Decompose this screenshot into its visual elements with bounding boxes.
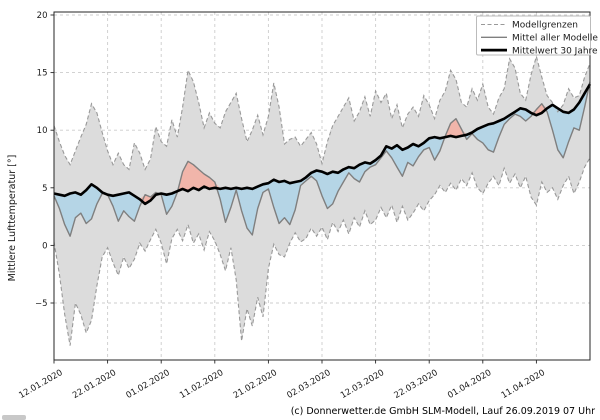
y-axis: 20 15 10 5 0 −5 xyxy=(35,11,54,309)
y-tick-label: 20 xyxy=(37,11,48,21)
y-tick-label: 0 xyxy=(42,241,47,251)
above-normal-fill xyxy=(54,81,590,204)
climate-mean-line xyxy=(53,83,592,206)
x-axis: 12.01.2020 22.01.2020 01.02.2020 11.02.2020… xyxy=(17,360,547,401)
x-tick-label: 22.03.2020 xyxy=(393,368,440,401)
legend-entry: Mittel aller Modelle xyxy=(481,34,598,44)
legend-entry: Mittelwert 30 Jahre xyxy=(481,46,598,56)
legend-label: Mittel aller Modelle xyxy=(512,34,598,44)
y-tick-label: 15 xyxy=(37,69,48,79)
model-range-upper-line xyxy=(53,54,591,171)
y-tick-label: 5 xyxy=(42,184,47,194)
x-tick-label: 11.04.2020 xyxy=(500,368,547,401)
y-axis-label: Mittlere Lufttemperatur [°] xyxy=(7,155,18,282)
x-tick-label: 12.01.2020 xyxy=(17,368,64,401)
x-tick-label: 01.04.2020 xyxy=(446,368,493,401)
x-tick-label: 01.02.2020 xyxy=(125,368,172,401)
legend-entry: Modellgrenzen xyxy=(481,21,578,31)
copyright-credit: (c) Donnerwetter.de GmbH SLM-Modell, Lau… xyxy=(290,406,595,417)
x-tick-label: 02.03.2020 xyxy=(285,368,332,401)
legend: Modellgrenzen Mittel aller Modelle Mittelw… xyxy=(476,15,598,56)
x-tick-label: 21.02.2020 xyxy=(232,368,279,401)
x-tick-label: 12.03.2020 xyxy=(339,368,386,401)
legend-label: Modellgrenzen xyxy=(512,21,578,31)
model-mean-line xyxy=(53,81,591,237)
y-tick-label: 10 xyxy=(37,126,48,136)
y-tick-label: −5 xyxy=(35,299,48,309)
legend-label: Mittelwert 30 Jahre xyxy=(512,46,598,56)
x-tick-label: 11.02.2020 xyxy=(178,368,225,401)
x-tick-label: 22.01.2020 xyxy=(71,368,118,401)
corner-artifact xyxy=(2,415,26,420)
